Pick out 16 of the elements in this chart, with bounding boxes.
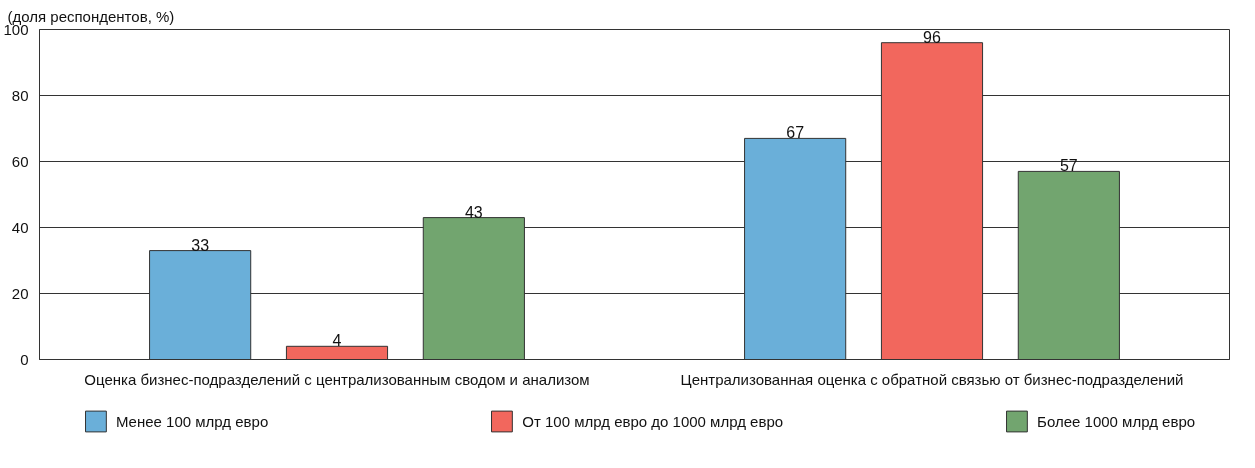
y-tick-label: 0 — [20, 350, 29, 368]
data-label: 96 — [923, 28, 941, 46]
data-label: 67 — [786, 124, 805, 142]
y-tick-label: 60 — [11, 152, 29, 170]
x-tick-label: Оценка бизнес-подразделений с централизованным сводом и анализом — [84, 370, 590, 388]
y-tick-label: 80 — [11, 86, 29, 104]
data-label: 33 — [191, 236, 210, 254]
data-label: 57 — [1059, 157, 1078, 175]
y-tick-label: 20 — [11, 284, 29, 302]
data-label: 4 — [332, 332, 342, 350]
x-tick-label: Централизованная оценка с обратной связью от бизнес-подразделений — [680, 370, 1184, 388]
legend-label: Более 1000 млрд евро — [1037, 412, 1196, 430]
legend-label: Менее 100 млрд евро — [115, 412, 269, 430]
y-tick-label: 40 — [11, 218, 29, 236]
data-label: 43 — [464, 203, 483, 221]
legend-label: От 100 млрд евро до 1000 млрд евро — [522, 412, 784, 430]
